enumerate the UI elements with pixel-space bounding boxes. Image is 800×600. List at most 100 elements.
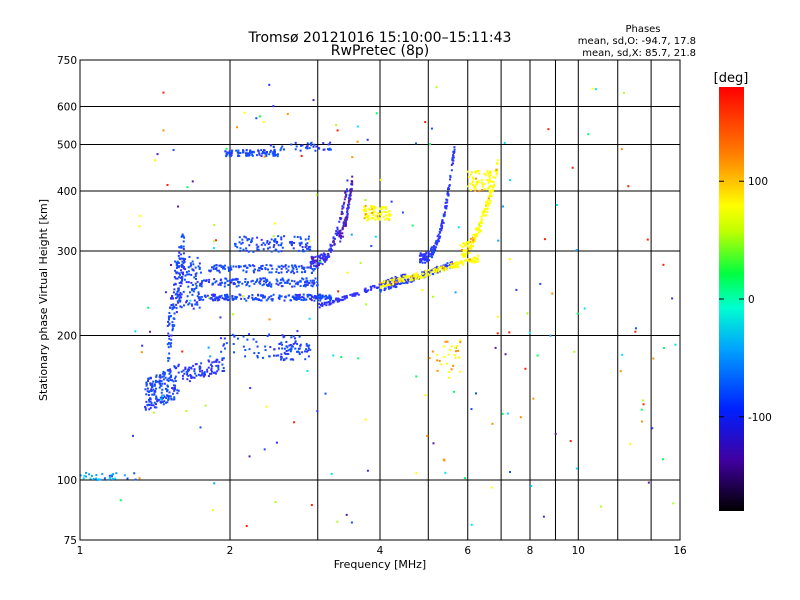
trace-point xyxy=(280,285,283,288)
trace-point xyxy=(281,334,284,337)
trace-point xyxy=(177,205,180,208)
trace-point xyxy=(461,254,464,257)
trace-point xyxy=(420,253,423,256)
trace-point xyxy=(459,260,462,263)
trace-point xyxy=(187,368,190,371)
trace-point xyxy=(343,201,346,204)
trace-point xyxy=(479,229,482,232)
trace-point xyxy=(191,260,194,263)
trace-point xyxy=(338,230,341,233)
trace-point xyxy=(234,244,237,247)
trace-point xyxy=(262,151,265,154)
trace-point xyxy=(260,265,263,268)
trace-point xyxy=(313,267,316,270)
trace-point xyxy=(214,239,217,242)
trace-point xyxy=(196,303,199,306)
trace-point xyxy=(179,305,182,308)
trace-point xyxy=(441,268,444,271)
trace-point xyxy=(432,268,435,271)
trace-point xyxy=(269,285,272,288)
trace-point xyxy=(473,240,476,243)
trace-point xyxy=(380,208,383,211)
trace-point xyxy=(509,179,512,182)
trace-point xyxy=(250,150,253,153)
trace-point xyxy=(485,201,488,204)
trace-point xyxy=(329,250,332,253)
trace-point xyxy=(452,154,455,157)
trace-point xyxy=(159,398,162,401)
trace-point xyxy=(269,346,272,349)
trace-point xyxy=(437,270,440,273)
trace-point xyxy=(274,248,277,251)
trace-point xyxy=(432,253,435,256)
trace-point xyxy=(227,283,230,286)
trace-point xyxy=(172,380,175,383)
trace-point xyxy=(268,271,271,274)
trace-point xyxy=(167,359,170,362)
trace-point xyxy=(247,297,250,300)
trace-point xyxy=(316,295,319,298)
trace-point xyxy=(388,217,391,220)
trace-point xyxy=(451,157,454,160)
trace-point xyxy=(347,203,350,206)
trace-point xyxy=(184,274,187,277)
trace-point xyxy=(190,281,193,284)
trace-point xyxy=(286,352,289,355)
trace-point xyxy=(212,247,215,250)
trace-point xyxy=(308,248,311,251)
trace-point xyxy=(434,242,437,245)
trace-point xyxy=(317,262,320,265)
trace-point xyxy=(402,281,405,284)
trace-point xyxy=(350,521,353,524)
trace-point xyxy=(334,298,337,301)
trace-point xyxy=(339,217,342,220)
trace-point xyxy=(215,297,218,300)
trace-point xyxy=(299,343,302,346)
trace-point xyxy=(341,205,344,208)
trace-point xyxy=(462,242,465,245)
trace-point xyxy=(169,376,172,379)
trace-point xyxy=(155,406,158,409)
trace-point xyxy=(226,280,229,283)
trace-point xyxy=(235,285,238,288)
trace-point xyxy=(268,153,271,156)
trace-point xyxy=(346,215,349,218)
trace-point xyxy=(161,395,164,398)
trace-point xyxy=(300,241,303,244)
trace-point xyxy=(313,299,316,302)
trace-point xyxy=(434,248,437,251)
trace-point xyxy=(193,370,196,373)
trace-point xyxy=(490,191,493,194)
trace-point xyxy=(184,268,187,271)
trace-point xyxy=(378,283,381,286)
trace-point xyxy=(457,349,460,352)
trace-point xyxy=(382,284,385,287)
trace-point xyxy=(365,210,368,213)
trace-point xyxy=(473,261,476,264)
trace-point xyxy=(412,274,415,277)
trace-point xyxy=(322,252,325,255)
trace-point xyxy=(313,143,316,146)
trace-point xyxy=(403,279,406,282)
trace-point xyxy=(154,389,157,392)
trace-point xyxy=(399,280,402,283)
trace-point xyxy=(515,288,518,291)
chart-title: Tromsø 20121016 15:10:00–15:11:43 xyxy=(248,30,512,46)
trace-point xyxy=(281,277,284,280)
trace-point xyxy=(292,247,295,250)
trace-point xyxy=(375,215,378,218)
trace-point xyxy=(306,142,309,145)
trace-point xyxy=(196,280,199,283)
trace-point xyxy=(187,374,190,377)
trace-point xyxy=(490,195,493,198)
trace-point xyxy=(438,266,441,269)
trace-point xyxy=(415,375,418,378)
trace-point xyxy=(183,260,186,263)
trace-point xyxy=(270,271,273,274)
trace-point xyxy=(405,276,408,279)
trace-point xyxy=(82,477,85,480)
trace-point xyxy=(298,265,301,268)
trace-point xyxy=(175,297,178,300)
trace-point xyxy=(622,91,625,94)
trace-point xyxy=(177,287,180,290)
